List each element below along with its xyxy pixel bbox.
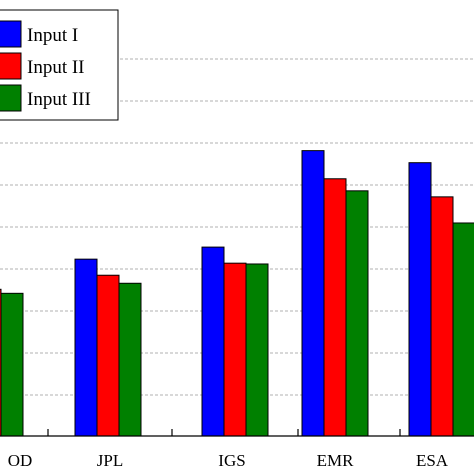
bar-esa-series-3	[452, 222, 474, 437]
legend-swatch	[0, 20, 22, 48]
bar-emr-series-3	[345, 190, 369, 437]
bar-igs-series-2	[223, 262, 247, 437]
bars	[0, 150, 474, 437]
x-tick-label: ESA	[416, 451, 449, 470]
legend-label: Input III	[27, 89, 91, 110]
legend: Input I Input II Input III	[0, 9, 119, 121]
legend-label: Input II	[27, 57, 85, 78]
legend-label: Input I	[27, 25, 78, 46]
legend-swatch	[0, 52, 22, 80]
legend-items: Input I Input II Input III	[0, 20, 91, 112]
bar-igs-series-3	[245, 263, 269, 437]
x-tick-label: OD	[8, 451, 33, 470]
x-tick-label: IGS	[218, 451, 245, 470]
bar-emr-series-2	[323, 178, 347, 437]
x-tick-label: EMR	[317, 451, 355, 470]
x-axis-tick-labels: OD JPL IGS EMR ESA	[8, 451, 449, 470]
bar-cod-series-3	[0, 292, 24, 437]
x-tick-label: JPL	[97, 451, 123, 470]
x-axis-ticks	[47, 429, 401, 436]
bar-emr-series-1	[301, 150, 325, 437]
bar-esa-series-1	[408, 162, 432, 437]
bar-esa-series-2	[430, 196, 454, 437]
bar-jpl-series-2	[96, 274, 120, 437]
bar-jpl-series-1	[74, 258, 98, 437]
bar-jpl-series-3	[118, 282, 142, 437]
legend-swatch	[0, 84, 22, 112]
bar-igs-series-1	[201, 246, 225, 437]
